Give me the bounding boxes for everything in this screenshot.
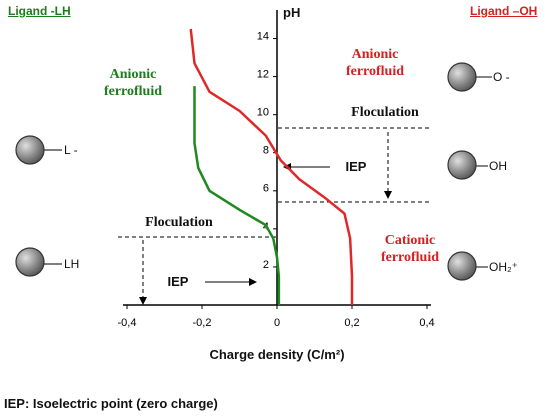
x-tick-label: 0,2 xyxy=(344,317,359,329)
particle-label: OH₂⁺ xyxy=(489,259,518,276)
annotation: Floculation xyxy=(124,214,234,231)
annotation: Floculation xyxy=(330,104,440,121)
y-tick-label: 8 xyxy=(263,145,269,157)
y-axis-label: pH xyxy=(283,4,300,21)
particle-label: L - xyxy=(64,142,78,159)
legend-entry: Ligand -LH xyxy=(8,4,71,18)
particle-label: OH xyxy=(489,158,507,175)
particle-label: LH xyxy=(64,256,79,273)
y-tick-label: 6 xyxy=(263,183,269,195)
y-tick-label: 10 xyxy=(257,107,269,119)
y-tick-label: 2 xyxy=(263,259,269,271)
data-line xyxy=(195,86,279,305)
annotation: Cationic ferrofluid xyxy=(365,232,455,266)
annotation: Anionic ferrofluid xyxy=(330,46,420,80)
particle-label: O - xyxy=(493,69,510,86)
x-tick-label: -0,4 xyxy=(118,317,137,329)
legend-entry: Ligand –OH xyxy=(470,4,537,18)
y-tick-label: 12 xyxy=(257,69,269,81)
x-axis-label: Charge density (C/m²) xyxy=(207,346,347,363)
annotation: IEP xyxy=(336,158,376,175)
annotation: Anionic ferrofluid xyxy=(88,66,178,100)
x-tick-label: 0 xyxy=(274,317,280,329)
footnote: IEP: Isoelectric point (zero charge) xyxy=(4,395,218,412)
x-tick-label: -0,2 xyxy=(193,317,212,329)
annotation: IEP xyxy=(158,273,198,290)
x-tick-label: 0,4 xyxy=(419,317,434,329)
figure: -0,4-0,200,20,42468101214 Ligand -LH Lig… xyxy=(0,0,560,416)
y-tick-label: 14 xyxy=(257,30,269,42)
